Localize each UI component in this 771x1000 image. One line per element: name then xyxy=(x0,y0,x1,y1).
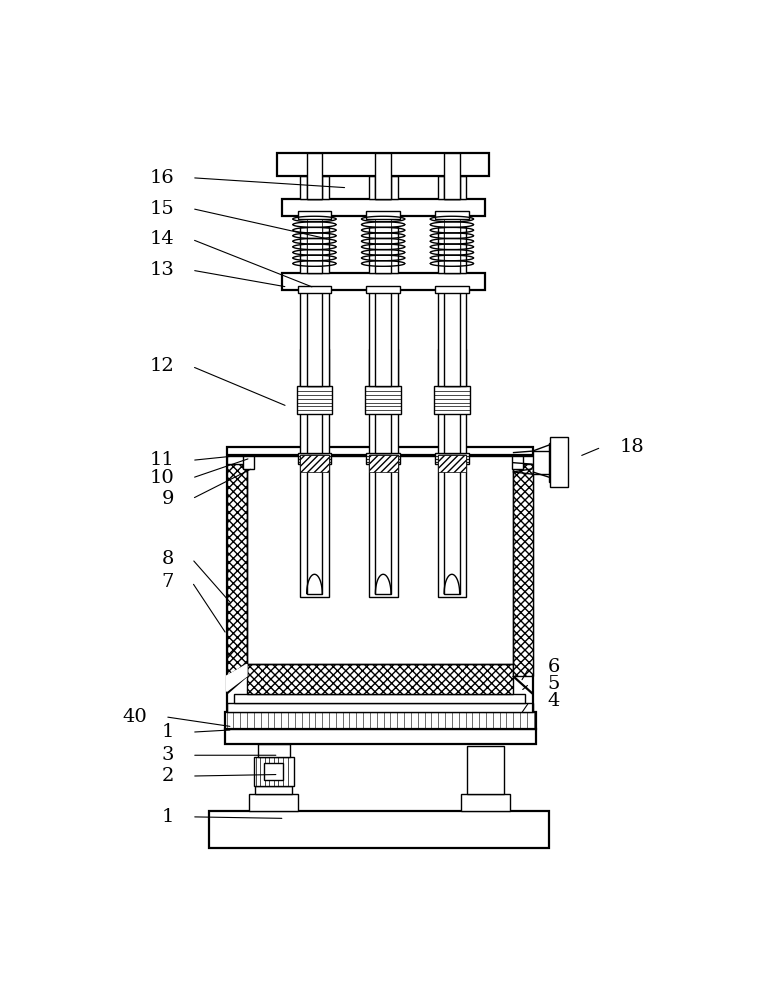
Bar xyxy=(366,453,400,464)
Bar xyxy=(513,455,534,464)
Bar xyxy=(365,386,401,414)
Bar xyxy=(225,729,536,744)
Bar xyxy=(247,664,513,694)
Bar xyxy=(533,451,563,474)
Bar xyxy=(264,763,284,780)
Bar xyxy=(307,153,322,199)
Bar xyxy=(375,227,391,273)
Bar xyxy=(466,746,504,794)
Text: 13: 13 xyxy=(149,261,174,279)
Bar xyxy=(254,757,295,786)
Bar xyxy=(225,712,536,729)
Bar xyxy=(444,176,460,199)
Bar xyxy=(438,176,466,199)
Text: 2: 2 xyxy=(162,767,174,785)
Bar xyxy=(307,349,322,453)
Bar xyxy=(512,455,523,469)
Bar xyxy=(375,459,391,594)
Text: 11: 11 xyxy=(150,451,174,469)
Text: 7: 7 xyxy=(162,573,174,591)
Text: 1: 1 xyxy=(162,723,174,741)
Bar xyxy=(249,794,298,811)
Bar xyxy=(281,273,485,290)
Bar xyxy=(307,459,322,594)
Bar xyxy=(550,437,568,487)
Bar xyxy=(300,176,328,199)
Bar xyxy=(375,153,391,199)
Text: 40: 40 xyxy=(123,708,147,726)
Bar xyxy=(435,211,469,219)
Bar xyxy=(300,455,328,597)
Bar xyxy=(366,211,400,219)
Text: 16: 16 xyxy=(150,169,174,187)
Bar xyxy=(277,153,489,176)
Text: 14: 14 xyxy=(150,230,174,248)
Bar xyxy=(438,455,466,597)
Bar xyxy=(549,443,555,482)
Bar xyxy=(298,286,332,293)
Text: 8: 8 xyxy=(162,550,174,568)
Bar xyxy=(227,703,533,712)
Bar xyxy=(444,153,460,199)
Bar xyxy=(307,216,322,266)
Bar xyxy=(307,227,322,273)
Bar xyxy=(209,811,549,848)
Text: 15: 15 xyxy=(150,200,174,218)
Bar xyxy=(435,453,469,464)
Bar xyxy=(369,455,398,597)
Bar xyxy=(375,349,391,453)
Bar xyxy=(298,453,332,464)
Bar xyxy=(434,386,470,414)
Bar xyxy=(227,455,248,464)
Bar xyxy=(438,227,466,273)
Bar xyxy=(281,199,485,216)
Bar xyxy=(300,227,328,273)
Bar xyxy=(438,455,466,472)
Text: 18: 18 xyxy=(619,438,644,456)
Bar xyxy=(444,459,460,594)
Bar xyxy=(255,786,292,794)
Bar xyxy=(369,290,398,386)
Bar xyxy=(461,794,510,811)
Text: 10: 10 xyxy=(150,469,174,487)
Bar xyxy=(307,176,322,199)
Bar xyxy=(300,290,328,386)
Bar xyxy=(375,216,391,266)
Bar xyxy=(369,227,398,273)
Bar xyxy=(444,227,460,273)
Bar xyxy=(369,455,398,472)
Text: 1: 1 xyxy=(162,808,174,826)
Bar xyxy=(375,290,391,386)
Bar xyxy=(438,349,466,453)
Bar xyxy=(366,286,400,293)
Bar xyxy=(375,176,391,199)
Bar xyxy=(227,460,247,676)
Polygon shape xyxy=(227,664,247,691)
Bar xyxy=(435,286,469,293)
Text: 4: 4 xyxy=(547,692,560,710)
Bar xyxy=(300,349,328,453)
Text: 9: 9 xyxy=(162,490,174,508)
Bar xyxy=(227,447,533,455)
Bar xyxy=(307,290,322,386)
Bar xyxy=(444,216,460,266)
Text: 12: 12 xyxy=(150,357,174,375)
Bar xyxy=(513,460,534,676)
Bar xyxy=(369,349,398,453)
Bar xyxy=(234,694,525,703)
Bar xyxy=(444,290,460,386)
Bar xyxy=(369,176,398,199)
Bar xyxy=(258,744,290,757)
Bar xyxy=(298,211,332,219)
Bar xyxy=(297,386,332,414)
Text: 5: 5 xyxy=(547,675,560,693)
Bar xyxy=(444,349,460,453)
Bar xyxy=(243,455,254,469)
Bar xyxy=(300,455,328,472)
Text: 3: 3 xyxy=(162,746,174,764)
Text: 6: 6 xyxy=(547,658,560,676)
Bar xyxy=(438,290,466,386)
